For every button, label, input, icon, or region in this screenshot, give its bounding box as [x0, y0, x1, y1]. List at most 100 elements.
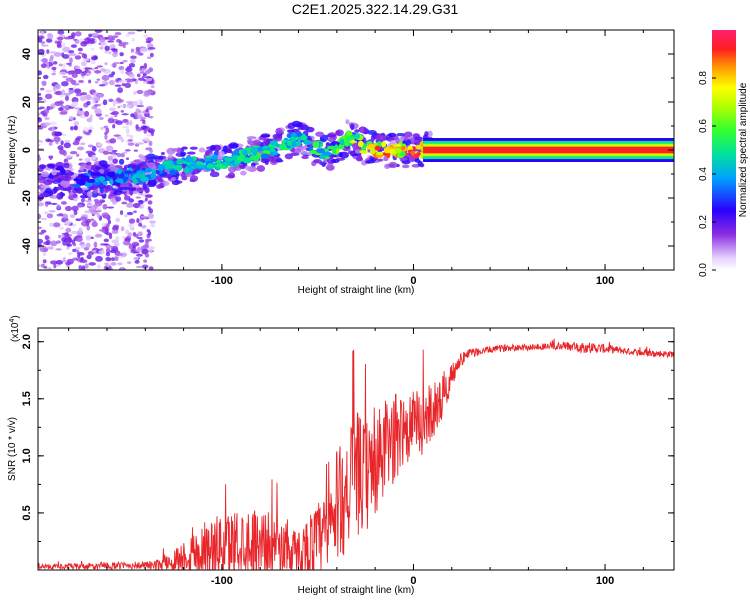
halo-blob: [335, 130, 341, 136]
noise-speck: [108, 51, 112, 55]
noise-speck: [66, 246, 70, 250]
ridge-blob: [339, 138, 345, 146]
noise-speck: [74, 247, 81, 250]
noise-speck: [45, 239, 51, 246]
noise-speck: [78, 158, 83, 161]
noise-speck: [137, 231, 143, 237]
halo-blob: [156, 155, 164, 160]
noise-speck: [145, 40, 152, 44]
halo-blob: [222, 145, 228, 153]
noise-speck: [136, 218, 140, 224]
noise-speck: [135, 50, 142, 55]
noise-speck: [138, 99, 143, 103]
noise-speck: [63, 92, 71, 96]
ridge-blob: [157, 164, 166, 171]
spectrogram-marks: [38, 30, 674, 270]
noise-speck: [42, 252, 47, 256]
noise-speck: [126, 261, 132, 265]
noise-speck: [102, 203, 108, 210]
noise-speck: [44, 211, 49, 215]
noise-speck: [49, 260, 58, 265]
noise-speck: [138, 222, 143, 227]
noise-speck: [130, 223, 134, 229]
noise-speck: [91, 105, 98, 110]
noise-speck: [145, 147, 153, 151]
noise-speck: [71, 205, 79, 212]
noise-speck: [43, 109, 49, 115]
noise-speck: [73, 121, 80, 126]
halo-blob: [51, 169, 57, 176]
noise-speck: [109, 107, 116, 111]
noise-speck: [94, 81, 99, 84]
snr-ylabel: SNR (10 * v/v): [7, 417, 18, 481]
ridge-blob: [155, 169, 160, 175]
colorbar-tick-label: 0.4: [698, 167, 709, 181]
ridge-blob: [410, 150, 415, 156]
ridge-blob: [354, 132, 360, 140]
halo-blob: [181, 146, 188, 150]
noise-speck: [107, 219, 111, 225]
ridge-blob: [367, 143, 376, 149]
noise-speck: [80, 198, 86, 203]
ridge-blob: [92, 181, 100, 186]
halo-blob: [189, 175, 199, 182]
ridge-blob: [263, 145, 270, 150]
noise-speck: [93, 210, 102, 213]
halo-blob: [347, 150, 353, 155]
noise-speck: [99, 46, 104, 50]
noise-speck: [73, 125, 78, 131]
noise-speck: [40, 63, 47, 69]
noise-speck: [122, 44, 126, 49]
noise-speck: [54, 131, 62, 137]
noise-speck: [53, 263, 57, 269]
snr-series-line: [38, 338, 674, 570]
noise-speck: [75, 236, 83, 242]
noise-speck: [47, 33, 54, 40]
noise-speck: [84, 263, 89, 269]
noise-speck: [127, 139, 134, 142]
noise-speck: [86, 43, 93, 46]
noise-speck: [105, 127, 110, 134]
halo-blob: [275, 127, 283, 135]
y-tick-label: 20: [21, 96, 33, 108]
noise-speck: [110, 246, 119, 251]
ridge-blob: [322, 151, 332, 157]
halo-blob: [370, 134, 376, 142]
noise-speck: [71, 96, 79, 103]
noise-speck: [84, 67, 88, 73]
noise-speck: [140, 125, 148, 130]
noise-speck: [133, 251, 140, 254]
ridge-blob: [383, 147, 391, 154]
noise-speck: [115, 236, 120, 242]
noise-speck: [106, 35, 114, 42]
noise-speck: [57, 30, 65, 35]
ridge-blob: [102, 180, 108, 186]
noise-speck: [131, 78, 137, 82]
noise-speck: [60, 140, 64, 146]
noise-speck: [72, 101, 79, 107]
noise-speck: [104, 45, 110, 51]
halo-blob: [240, 165, 246, 170]
noise-speck: [146, 81, 154, 85]
ridge-blob: [84, 181, 93, 187]
ridge-blob: [357, 140, 364, 148]
noise-speck: [52, 61, 58, 65]
halo-blob: [356, 154, 363, 161]
noise-speck: [102, 150, 110, 155]
halo-blob: [148, 179, 157, 186]
noise-speck: [121, 252, 128, 257]
ridge-blob: [176, 158, 183, 164]
noise-speck: [50, 240, 58, 247]
noise-speck: [118, 40, 123, 44]
noise-speck: [64, 140, 71, 143]
colorbar-tick-label: 0.6: [698, 119, 709, 133]
ridge-blob: [309, 150, 317, 155]
halo-blob: [325, 164, 335, 171]
ridge-blob: [80, 175, 90, 181]
noise-speck: [122, 59, 128, 63]
noise-speck: [43, 98, 47, 104]
noise-speck: [121, 83, 126, 87]
noise-speck: [131, 37, 136, 42]
ridge-blob: [236, 155, 241, 161]
halo-blob: [401, 164, 410, 169]
